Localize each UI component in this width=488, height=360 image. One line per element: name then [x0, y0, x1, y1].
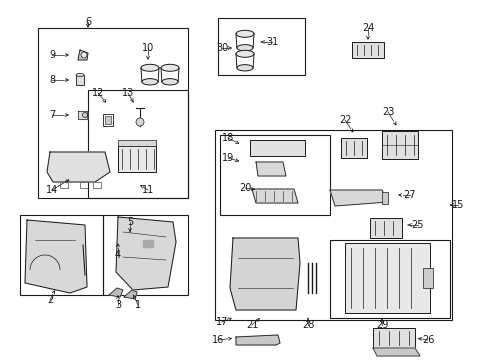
Text: 21: 21	[245, 320, 258, 330]
Text: 9: 9	[49, 50, 55, 60]
Polygon shape	[142, 240, 153, 247]
Text: 11: 11	[142, 185, 154, 195]
Bar	[76, 75, 84, 85]
Bar	[249, 140, 305, 156]
Text: 10: 10	[142, 43, 154, 53]
Bar	[80, 182, 88, 188]
Ellipse shape	[161, 64, 179, 71]
Text: 1: 1	[135, 300, 141, 310]
Text: 3: 3	[115, 300, 121, 310]
Circle shape	[82, 112, 87, 117]
Polygon shape	[372, 348, 419, 356]
Text: 19: 19	[222, 153, 234, 163]
Text: 27: 27	[403, 190, 415, 200]
Polygon shape	[251, 189, 297, 203]
Text: 12: 12	[92, 88, 104, 98]
Bar	[351, 42, 383, 58]
Bar	[118, 140, 156, 146]
Bar	[381, 192, 387, 204]
Text: 25: 25	[411, 220, 424, 230]
Text: 14: 14	[46, 185, 58, 195]
Text: 26: 26	[421, 335, 433, 345]
Bar	[20, 215, 103, 295]
Polygon shape	[256, 162, 285, 176]
Ellipse shape	[142, 78, 158, 85]
Bar	[372, 328, 414, 348]
Text: 8: 8	[49, 75, 55, 85]
Ellipse shape	[236, 65, 253, 71]
Polygon shape	[229, 238, 299, 310]
Text: 5: 5	[126, 217, 133, 227]
Ellipse shape	[162, 78, 178, 85]
Bar	[220, 135, 329, 215]
Bar	[329, 240, 449, 318]
Text: 30: 30	[215, 43, 228, 53]
Polygon shape	[124, 290, 137, 299]
Bar	[60, 182, 68, 188]
Text: 16: 16	[211, 335, 224, 345]
Polygon shape	[329, 190, 387, 206]
Text: 31: 31	[265, 37, 278, 47]
Bar	[345, 243, 429, 313]
Bar	[88, 90, 187, 198]
Bar	[103, 114, 113, 126]
Bar	[103, 215, 187, 295]
Circle shape	[136, 118, 143, 126]
Circle shape	[81, 52, 87, 58]
Polygon shape	[47, 152, 110, 182]
Ellipse shape	[236, 30, 253, 37]
Bar	[381, 131, 417, 159]
Polygon shape	[78, 50, 88, 60]
Polygon shape	[25, 220, 87, 293]
Bar	[218, 18, 305, 75]
Polygon shape	[116, 217, 176, 290]
Text: 18: 18	[222, 133, 234, 143]
Bar	[369, 218, 401, 238]
Bar	[57, 156, 95, 174]
Bar	[422, 268, 432, 288]
Text: 29: 29	[375, 320, 387, 330]
Text: 6: 6	[85, 17, 91, 27]
Text: 4: 4	[115, 250, 121, 260]
Text: 22: 22	[338, 115, 350, 125]
Text: 23: 23	[381, 107, 393, 117]
Text: 28: 28	[301, 320, 314, 330]
Ellipse shape	[236, 45, 253, 51]
Bar	[215, 130, 451, 320]
Bar	[118, 146, 156, 172]
Bar	[38, 28, 187, 198]
Text: 7: 7	[49, 110, 55, 120]
Ellipse shape	[141, 64, 159, 71]
Text: 20: 20	[238, 183, 251, 193]
Bar	[340, 138, 366, 158]
Text: 24: 24	[361, 23, 373, 33]
Bar	[105, 116, 111, 124]
Text: 2: 2	[47, 295, 53, 305]
Bar	[93, 182, 101, 188]
Text: 15: 15	[451, 200, 463, 210]
Ellipse shape	[236, 50, 253, 57]
Polygon shape	[109, 288, 123, 297]
Polygon shape	[78, 111, 87, 119]
Text: 13: 13	[122, 88, 134, 98]
Polygon shape	[236, 335, 280, 345]
Text: 17: 17	[215, 317, 228, 327]
Ellipse shape	[76, 73, 84, 77]
